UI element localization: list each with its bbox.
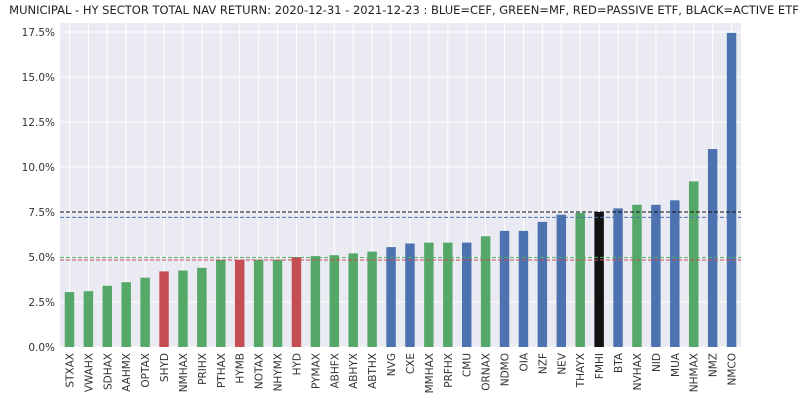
x-tick-label: PRIHX <box>197 353 209 385</box>
x-tick-label: ABHFX <box>329 353 341 389</box>
x-tick-label: ABHYX <box>348 353 360 389</box>
bar-mmhax <box>424 242 434 347</box>
bar-vwahx <box>83 291 94 347</box>
x-axis-ticks: STXAX VWAHX SDHAX AAHMX OPTAX SHYD NMHAX PRIHX P… <box>64 352 738 393</box>
bar-notax <box>253 259 264 347</box>
y-tick-label: 10.0% <box>22 162 55 174</box>
x-tick-label: PTHAX <box>216 353 228 388</box>
x-tick-label: NMZ <box>708 353 720 377</box>
y-axis-ticks: 0.0% 2.5% 5.0% 7.5% 10.0% 12.5% 15.0% 17.5% <box>22 27 55 354</box>
x-tick-label: THAYX <box>575 353 587 388</box>
x-tick-label: PYMAX <box>310 353 322 389</box>
bar-stxax <box>64 292 75 347</box>
x-tick-label: NMHAX <box>178 353 190 392</box>
bar-oia <box>518 230 529 347</box>
bar-fmhi <box>594 212 604 347</box>
x-tick-label: MUA <box>670 352 682 377</box>
x-tick-label: CMU <box>462 353 474 377</box>
bar-ornax <box>480 236 491 347</box>
bar-nev <box>556 214 567 347</box>
bar-nmhax <box>178 270 188 347</box>
x-tick-label: MMHAX <box>424 353 436 393</box>
bar-prihx <box>197 267 207 347</box>
x-tick-label: NMCO <box>727 353 739 386</box>
x-tick-label: HYD <box>291 353 303 375</box>
x-tick-label: PRFHX <box>443 353 455 388</box>
bar-nmz <box>707 149 718 347</box>
bar-layer <box>64 32 737 348</box>
bar-abhfx <box>329 255 340 347</box>
bar-optax <box>140 277 150 347</box>
x-tick-label: NVHAX <box>632 353 644 390</box>
bar-hymb <box>234 259 245 347</box>
chart-title: MUNICIPAL - HY SECTOR TOTAL NAV RETURN: … <box>9 3 799 17</box>
bar-ndmo <box>499 230 510 347</box>
bar-cmu <box>461 242 472 347</box>
bar-nid <box>651 204 661 347</box>
bar-prfhx <box>443 242 453 347</box>
bar-shyd <box>159 271 169 347</box>
bar-sdhax <box>102 285 113 347</box>
x-tick-label: NEV <box>556 352 568 374</box>
y-tick-label: 15.0% <box>22 72 55 84</box>
y-tick-label: 17.5% <box>22 27 55 39</box>
y-tick-label: 0.0% <box>28 342 55 354</box>
x-tick-label: OPTAX <box>140 353 152 388</box>
x-tick-label: STXAX <box>64 353 76 388</box>
bar-nhmax <box>688 181 699 347</box>
x-tick-label: VWAHX <box>83 353 95 392</box>
x-tick-label: CXE <box>405 353 417 374</box>
x-tick-label: HYMB <box>235 353 247 384</box>
reference-lines <box>60 211 741 261</box>
bar-nhymx <box>272 259 283 347</box>
y-tick-label: 2.5% <box>28 297 55 309</box>
x-tick-label: SDHAX <box>102 353 114 390</box>
x-tick-label: BTA <box>613 352 625 373</box>
x-tick-label: SHYD <box>159 353 171 382</box>
y-tick-label: 12.5% <box>22 117 55 129</box>
x-tick-label: NVG <box>386 353 398 376</box>
bar-nzf <box>537 221 548 347</box>
bar-mua <box>670 200 680 347</box>
x-tick-label: FMHI <box>594 353 606 379</box>
x-tick-label: ORNAX <box>481 353 493 391</box>
bar-nvg <box>386 247 396 347</box>
grid-layer <box>60 23 741 348</box>
x-tick-label: NID <box>651 353 663 372</box>
bar-nmco <box>726 32 737 348</box>
x-tick-label: AAHMX <box>121 353 133 392</box>
x-tick-label: NZF <box>537 353 549 374</box>
bar-cxe <box>405 243 415 347</box>
bar-pthax <box>216 259 226 347</box>
bar-bta <box>613 208 623 347</box>
bar-aahmx <box>121 282 131 347</box>
bar-hyd <box>291 257 302 347</box>
x-tick-label: NDMO <box>500 353 512 386</box>
bar-abthx <box>367 251 377 347</box>
x-tick-label: ABTHX <box>367 353 379 389</box>
y-tick-label: 5.0% <box>28 252 55 264</box>
x-tick-label: NHMAX <box>689 353 701 392</box>
y-tick-label: 7.5% <box>28 207 55 219</box>
bar-abhyx <box>348 253 358 347</box>
bar-thayx <box>575 212 585 347</box>
x-tick-label: OIA <box>518 352 530 371</box>
x-tick-label: NHYMX <box>273 353 285 391</box>
bar-nvhax <box>632 204 642 347</box>
bar-pymax <box>310 256 321 347</box>
x-tick-label: NOTAX <box>254 353 266 389</box>
